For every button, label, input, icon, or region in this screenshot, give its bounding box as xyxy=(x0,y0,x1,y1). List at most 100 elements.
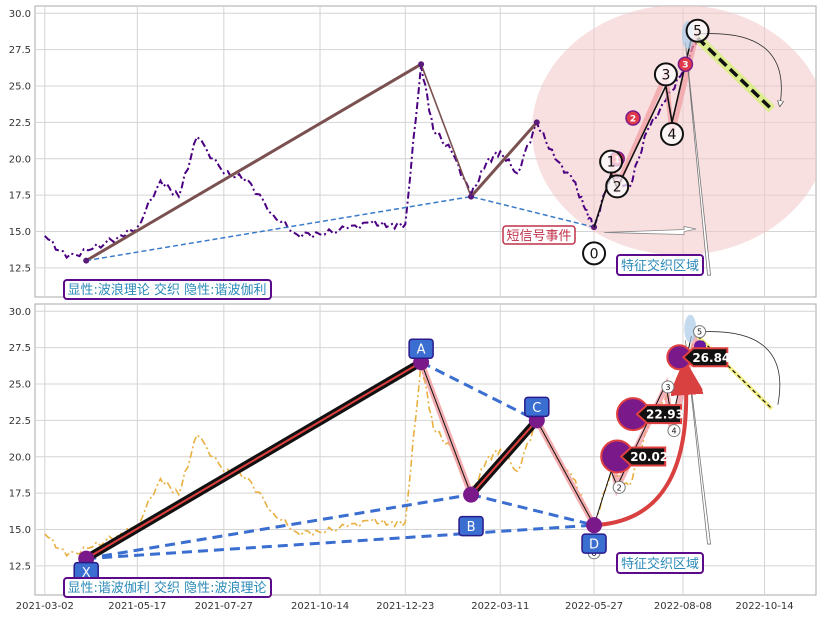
wave-number-circle xyxy=(659,122,684,147)
vertical-arrow xyxy=(684,42,712,276)
wave-number-circle xyxy=(667,424,681,438)
harmonic-leg-core-BC xyxy=(470,419,538,496)
harmonic-label-box xyxy=(581,533,607,554)
harmonic-label-box xyxy=(408,338,434,359)
wave-number-circle xyxy=(612,480,626,494)
peak-glow xyxy=(684,314,697,343)
y-tick-label: 12.5 xyxy=(9,561,31,572)
harmonic-label-A: A xyxy=(417,343,426,358)
wave-number-label: 5 xyxy=(693,24,702,40)
y-tick-label: 22.5 xyxy=(9,118,31,129)
trend-line-xa xyxy=(85,62,422,262)
x-tick-label: 2022-10-14 xyxy=(735,601,793,612)
price-callout xyxy=(635,404,683,425)
signal-arrow xyxy=(604,226,697,235)
projection-arc xyxy=(697,33,782,106)
wave-number-circle xyxy=(582,241,607,266)
method-box xyxy=(63,577,272,598)
x-tick-label: 2021-12-23 xyxy=(376,601,434,612)
bottom-panel: 12.5 15.0 17.5 20.0 22.5 25.0 27.5 30.0 2021-03-… xyxy=(9,303,817,612)
harmonic-leg-core-AB xyxy=(420,362,472,495)
y-tick-label: 25.0 xyxy=(9,380,31,391)
zone-box xyxy=(616,552,704,574)
x-tick-label: 2021-10-14 xyxy=(291,601,349,612)
y-tick-label: 15.0 xyxy=(9,227,31,238)
zone-label: 特征交织区域 xyxy=(621,258,699,274)
wave-number-label: 4 xyxy=(671,427,676,436)
harmonic-xd xyxy=(86,523,595,561)
small-wave-marker xyxy=(625,110,641,126)
price-callout-label: 26.84 xyxy=(692,351,730,365)
vertical-arrow xyxy=(684,340,712,545)
price-callout xyxy=(619,446,667,467)
signal-box xyxy=(502,225,576,245)
plot-area: 123012345 xyxy=(44,6,816,276)
signal-label: 短信号事件 xyxy=(506,229,571,244)
x-tick-label: 2022-05-27 xyxy=(565,601,623,612)
y-tick-label: 20.0 xyxy=(9,154,31,165)
y-tick-label: 17.5 xyxy=(9,489,31,500)
pivot-dot xyxy=(533,119,540,126)
projection-red-arc xyxy=(593,371,686,528)
y-tick-label: 17.5 xyxy=(9,191,31,202)
method-label: 显性:波浪理论 交织 隐性:谐波伽利 xyxy=(67,282,266,298)
harmonic-label-B: B xyxy=(467,520,476,535)
zone-box xyxy=(616,254,704,276)
x-tick-label: 2021-07-27 xyxy=(195,601,253,612)
harmonic-bd xyxy=(470,493,595,527)
method-box xyxy=(63,279,272,300)
price-callout-label: 20.02 xyxy=(630,450,668,464)
wave-number-circle xyxy=(661,380,675,394)
dashed-xbd xyxy=(86,195,595,262)
y-tick-label: 12.5 xyxy=(9,263,31,274)
harmonic-label-D: D xyxy=(589,538,599,553)
top-panel: 12.515.017.520.022.525.027.530.012301234… xyxy=(9,5,817,300)
x-tick-label: 2021-03-02 xyxy=(16,601,74,612)
wave-number-circle xyxy=(599,149,624,174)
projection-line xyxy=(696,36,774,111)
harmonic-leg-core-XA xyxy=(85,361,422,560)
wave-number-circle xyxy=(693,325,707,339)
y-tick-label: 20.0 xyxy=(9,452,31,463)
price-callout-label: 22.93 xyxy=(646,408,684,422)
projection-arc xyxy=(697,331,781,405)
pivot-dot xyxy=(468,193,475,200)
y-tick-label: 15.0 xyxy=(9,525,31,536)
zone-label: 特征交织区域 xyxy=(621,556,699,572)
harmonic-label-C: C xyxy=(532,401,541,416)
wave-number-circle xyxy=(653,62,678,87)
small-wave-marker-label: 3 xyxy=(682,61,688,71)
pivot-dot xyxy=(83,257,90,264)
wave-number-label: 1 xyxy=(607,155,616,171)
wave-number-label: 3 xyxy=(665,383,670,392)
method-label: 显性:谐波伽利 交织 隐性:波浪理论 xyxy=(67,580,266,596)
wave-number-label: 3 xyxy=(661,67,670,83)
y-tick-label: 27.5 xyxy=(9,45,31,56)
wave-number-label: 2 xyxy=(617,483,622,492)
harmonic-dot xyxy=(463,486,480,503)
wave-number-label: 4 xyxy=(668,127,677,143)
wave-number-label: 2 xyxy=(613,179,622,195)
harmonic-ac xyxy=(420,360,538,422)
y-tick-label: 27.5 xyxy=(9,343,31,354)
trend-line-bc xyxy=(469,121,538,198)
x-tick-label: 2021-05-17 xyxy=(108,601,166,612)
harmonic-label-box xyxy=(524,396,550,418)
harmonic-label-box xyxy=(458,515,484,537)
y-tick-label: 30.0 xyxy=(9,307,31,318)
price-callout xyxy=(681,347,729,368)
small-wave-marker-label: 2 xyxy=(630,115,636,125)
wave-number-circle xyxy=(685,18,710,43)
y-tick-label: 25.0 xyxy=(9,82,31,93)
pivot-dot xyxy=(418,61,425,68)
wave-number-circle xyxy=(605,174,630,199)
wave-number-label: 5 xyxy=(697,328,702,337)
harmonic-xb xyxy=(85,493,472,561)
x-tick-label: 2022-08-08 xyxy=(654,601,712,612)
small-wave-marker xyxy=(677,56,694,72)
x-tick-label: 2022-03-11 xyxy=(471,601,529,612)
y-tick-label: 30.0 xyxy=(9,9,31,20)
y-tick-label: 22.5 xyxy=(9,416,31,427)
